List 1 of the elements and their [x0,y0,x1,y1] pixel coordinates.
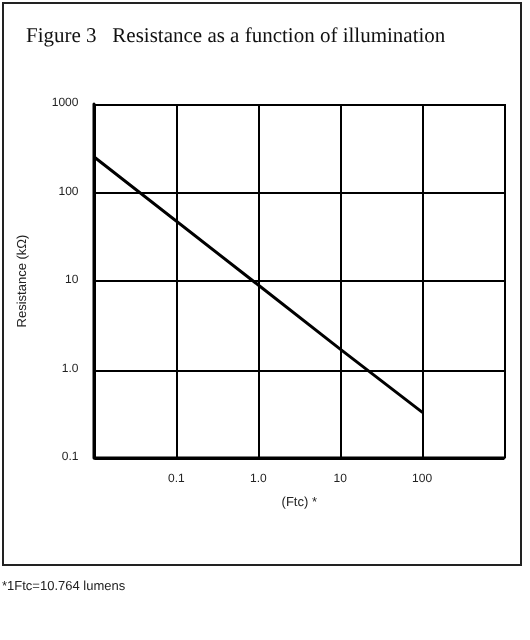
chart-title: Figure 3 Resistance as a function of illumination [26,26,447,48]
